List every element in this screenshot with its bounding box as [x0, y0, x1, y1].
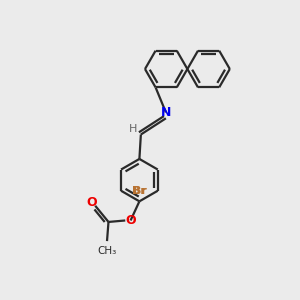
Text: CH₃: CH₃ — [98, 245, 117, 256]
Text: H: H — [128, 124, 137, 134]
Text: Br: Br — [131, 186, 146, 196]
Text: O: O — [125, 214, 136, 227]
Text: Br: Br — [134, 186, 147, 196]
Text: N: N — [161, 106, 171, 119]
Text: O: O — [86, 196, 97, 209]
